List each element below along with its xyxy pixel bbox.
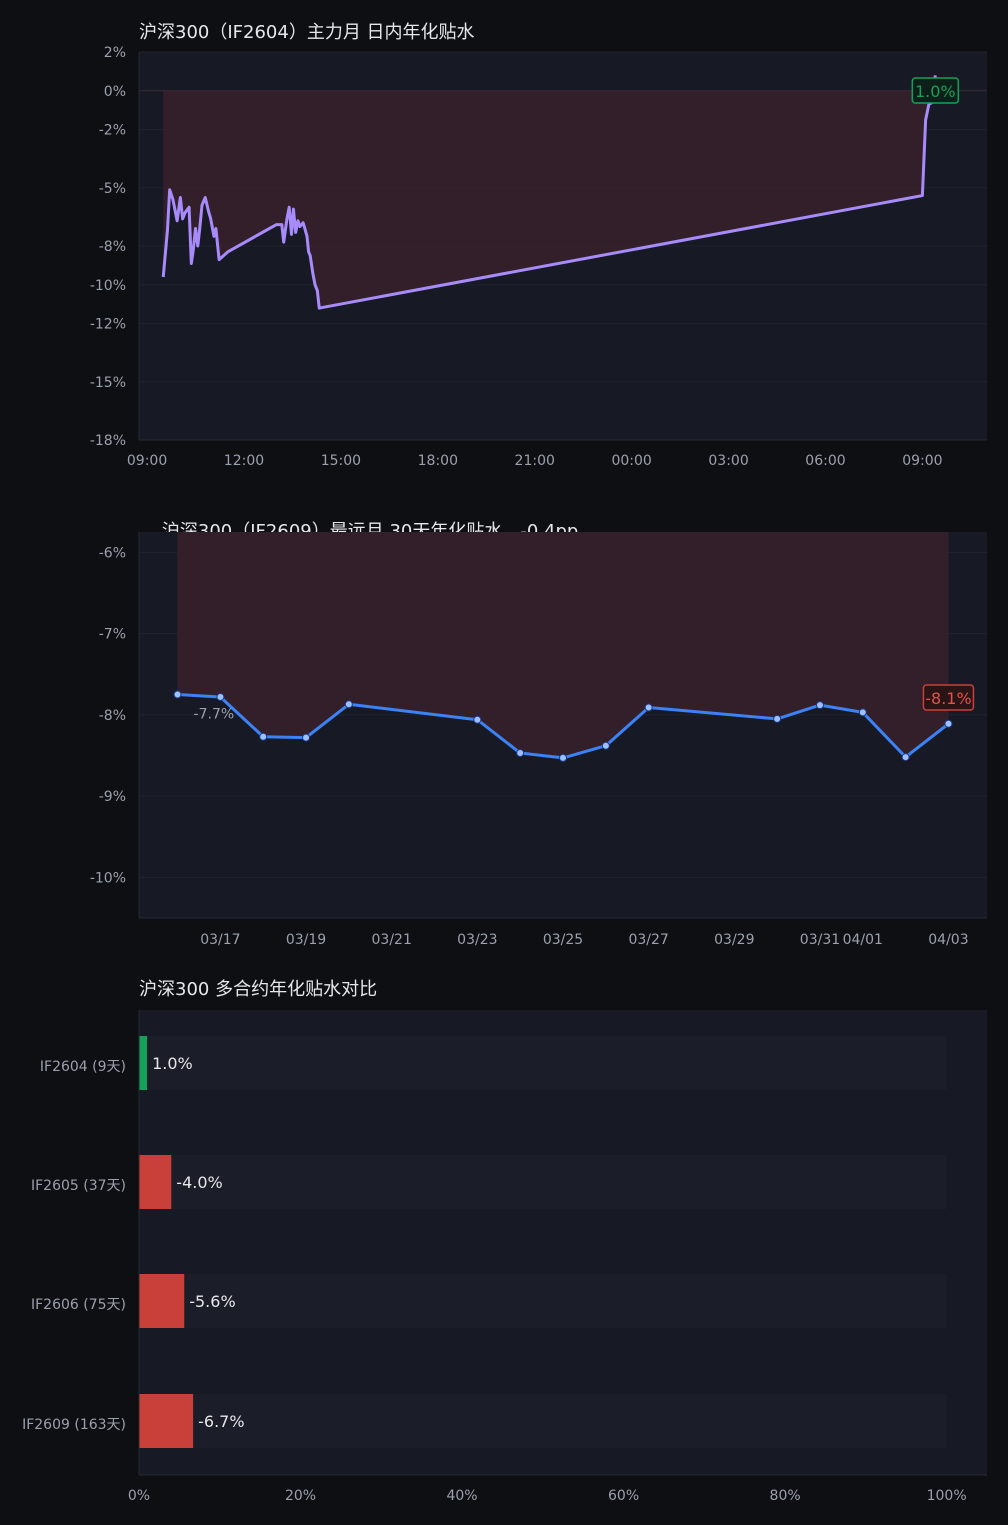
x-tick-label: 21:00 [515, 453, 555, 469]
bar-track [139, 1274, 947, 1328]
y-tick-label: -2% [99, 123, 126, 139]
x-tick-label: 03/19 [286, 932, 326, 948]
last-value-badge [911, 77, 960, 104]
data-point [644, 703, 653, 712]
y-tick-label: -15% [90, 375, 126, 391]
chart1-title: 沪深300（IF2604）主力月 日内年化贴水 [139, 22, 475, 43]
x-tick-label: 100% [927, 1488, 967, 1504]
bar-value-label: -6.7% [198, 1412, 244, 1431]
x-tick-label: 03/23 [457, 932, 497, 948]
far-month-basis-chart: -6% -7% -8% -9% -10% 03/17 03/19 03/21 03/23 03/2… [90, 532, 987, 948]
last-value-badge [922, 684, 975, 711]
data-point [516, 749, 525, 758]
data-point [773, 714, 782, 723]
x-tick-label: 03/21 [372, 932, 412, 948]
y-tick-label: -8% [99, 708, 126, 724]
last-value-label: -8.1% [925, 689, 971, 708]
x-tick-label: 09:00 [127, 453, 167, 469]
bar-track [139, 1036, 947, 1090]
bar [139, 1394, 194, 1448]
basis-area [177, 532, 949, 758]
category-label: IF2606 (75天) [31, 1297, 126, 1313]
data-point [559, 753, 567, 762]
x-tick-label: 60% [608, 1488, 639, 1504]
chart3-title: 沪深300 多合约年化贴水对比 [139, 979, 378, 1000]
y-tick-label: -12% [90, 317, 126, 333]
x-tick-label: 04/03 [928, 932, 968, 948]
y-tick-label: -5% [99, 181, 126, 197]
x-tick-label: 12:00 [224, 453, 264, 469]
bar [139, 1036, 148, 1090]
y-tick-label: -18% [90, 433, 126, 449]
x-tick-label: 09:00 [902, 453, 942, 469]
x-tick-label: 80% [770, 1488, 801, 1504]
y-tick-label: -6% [99, 545, 126, 561]
x-tick-label: 03/31 [800, 932, 840, 948]
x-tick-label: 15:00 [321, 453, 361, 469]
category-label: IF2604 (9天) [40, 1059, 126, 1075]
data-point [901, 753, 910, 762]
y-tick-label: -7% [99, 627, 126, 643]
y-tick-label: -10% [90, 870, 126, 886]
x-tick-label: 03/29 [714, 932, 754, 948]
y-tick-label: -10% [90, 278, 126, 294]
data-point [344, 700, 353, 709]
x-tick-label: 04/01 [843, 932, 883, 948]
basis-area [163, 90, 936, 309]
data-point [302, 733, 311, 742]
bar-value-label: 1.0% [152, 1054, 193, 1073]
first-value-label: -7.7% [194, 707, 235, 723]
last-value-label: 1.0% [915, 82, 956, 101]
intraday-basis-chart: 2%0%-2%-5%-8%-10%-12%-15%-18%09:00 12:00 1… [90, 45, 987, 469]
data-point [216, 692, 225, 701]
y-tick-label: 0% [104, 84, 126, 100]
data-point [259, 732, 268, 741]
x-tick-label: 06:00 [805, 453, 845, 469]
data-point [173, 690, 182, 699]
bar-value-label: -4.0% [176, 1173, 222, 1192]
bar [139, 1155, 172, 1209]
data-point [944, 719, 953, 728]
x-tick-label: 03/25 [543, 932, 583, 948]
category-label: IF2605 (37天) [31, 1178, 126, 1194]
x-tick-label: 03:00 [708, 453, 748, 469]
y-tick-label: -8% [99, 239, 126, 255]
x-tick-label: 40% [446, 1488, 477, 1504]
x-tick-label: 03/17 [200, 932, 240, 948]
data-point [858, 708, 867, 717]
data-point [815, 701, 824, 710]
bar-track [139, 1155, 947, 1209]
x-tick-label: 03/27 [628, 932, 668, 948]
y-tick-label: 2% [104, 45, 126, 61]
bar-track [139, 1394, 947, 1448]
data-point [601, 741, 610, 750]
data-point [473, 715, 482, 724]
x-tick-label: 18:00 [418, 453, 458, 469]
category-label: IF2609 (163天) [22, 1417, 126, 1433]
y-tick-label: -9% [99, 789, 126, 805]
x-tick-label: 20% [285, 1488, 316, 1504]
bar-value-label: -5.6% [189, 1292, 235, 1311]
basis-line [161, 75, 937, 310]
x-tick-label: 00:00 [611, 453, 651, 469]
bar [139, 1274, 185, 1328]
x-tick-label: 0% [128, 1488, 150, 1504]
